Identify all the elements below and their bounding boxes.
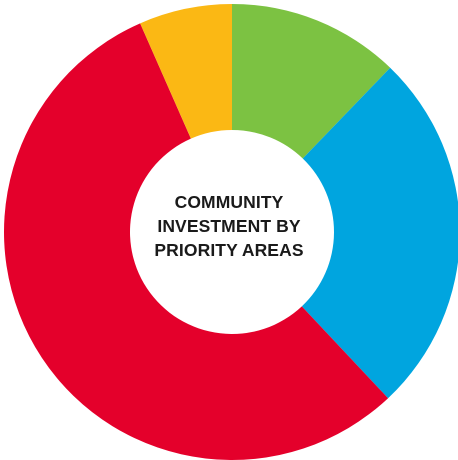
- donut-slices: [3, 4, 458, 460]
- donut-slice-4: [140, 4, 232, 139]
- chart-title-line-1: COMMUNITY: [174, 192, 284, 212]
- chart-title-line-2: INVESTMENT BY: [157, 216, 301, 236]
- chart-center-title: COMMUNITY INVESTMENT BY PRIORITY AREAS: [129, 190, 329, 262]
- donut-slice-3: [3, 23, 389, 460]
- chart-title-line-3: PRIORITY AREAS: [154, 240, 304, 260]
- donut-slice-2: [301, 67, 458, 399]
- donut-slice-1: [232, 4, 391, 159]
